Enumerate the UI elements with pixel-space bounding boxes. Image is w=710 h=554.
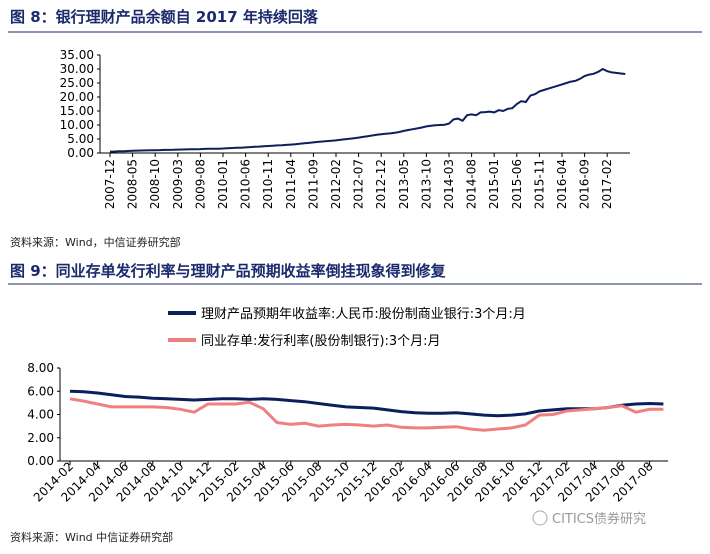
x-tick-label: 2012-07 — [352, 159, 366, 209]
y-tick-label: 30.00 — [60, 62, 94, 76]
y-tick-label: 0.00 — [27, 454, 54, 468]
x-tick-label: 2008-05 — [126, 159, 140, 209]
y-tick-label: 4.00 — [27, 408, 54, 422]
y-tick-label: 25.00 — [60, 76, 94, 90]
source: 资料来源：Wind，中信证券研究部 — [10, 235, 181, 249]
x-tick-label: 2011-09 — [306, 159, 320, 209]
x-tick-label: 2014-08 — [465, 159, 479, 209]
x-tick-label: 2011-04 — [284, 159, 298, 209]
x-tick-label: 2016-09 — [578, 159, 592, 209]
x-tick-label: 2015-01 — [487, 159, 501, 209]
source: 资料来源：Wind 中信证券研究部 — [10, 530, 173, 544]
watermark: CITICS债券研究 — [552, 511, 646, 527]
y-tick-label: 20.00 — [60, 90, 94, 104]
x-tick-label: 2008-10 — [148, 159, 162, 209]
legend-label: 理财产品预期年收益率:人民币:股份制商业银行:3个月:月 — [201, 306, 526, 322]
caption: 图 9：同业存单发行利率与理财产品预期收益率倒挂现象得到修复 — [10, 262, 447, 280]
x-tick-label: 2015-11 — [532, 159, 546, 209]
series-line — [109, 67, 626, 153]
x-tick-label: 2016-04 — [555, 159, 569, 209]
x-tick-label: 2010-06 — [239, 159, 253, 209]
x-tick-label: 2012-02 — [329, 159, 343, 209]
y-tick-label: 5.00 — [67, 132, 94, 146]
y-tick-label: 35.00 — [60, 48, 94, 62]
legend-label: 同业存单:发行利率(股份制银行):3个月:月 — [201, 333, 441, 349]
x-tick-label: 2013-10 — [419, 159, 433, 209]
y-tick-label: 0.00 — [67, 146, 94, 160]
x-tick-label: 2009-03 — [171, 159, 185, 209]
y-tick-label: 6.00 — [27, 384, 54, 398]
x-tick-label: 2010-11 — [261, 159, 275, 209]
x-tick-label: 2014-03 — [442, 159, 456, 209]
y-tick-label: 15.00 — [60, 104, 94, 118]
x-tick-label: 2009-08 — [193, 159, 207, 209]
y-tick-label: 8.00 — [27, 361, 54, 375]
watermark-icon — [532, 510, 548, 526]
x-tick-label: 2012-12 — [374, 159, 388, 209]
x-tick-label: 2007-12 — [103, 159, 117, 209]
caption: 图 8：银行理财产品余额自 2017 年持续回落 — [10, 8, 319, 26]
series-line — [69, 389, 664, 418]
x-tick-label: 2010-01 — [216, 159, 230, 209]
x-tick-label: 2015-06 — [510, 159, 524, 209]
y-tick-label: 2.00 — [27, 431, 54, 445]
y-tick-label: 10.00 — [60, 118, 94, 132]
x-tick-label: 2017-02 — [600, 159, 614, 209]
x-tick-label: 2013-05 — [397, 159, 411, 209]
series-line — [69, 397, 664, 432]
